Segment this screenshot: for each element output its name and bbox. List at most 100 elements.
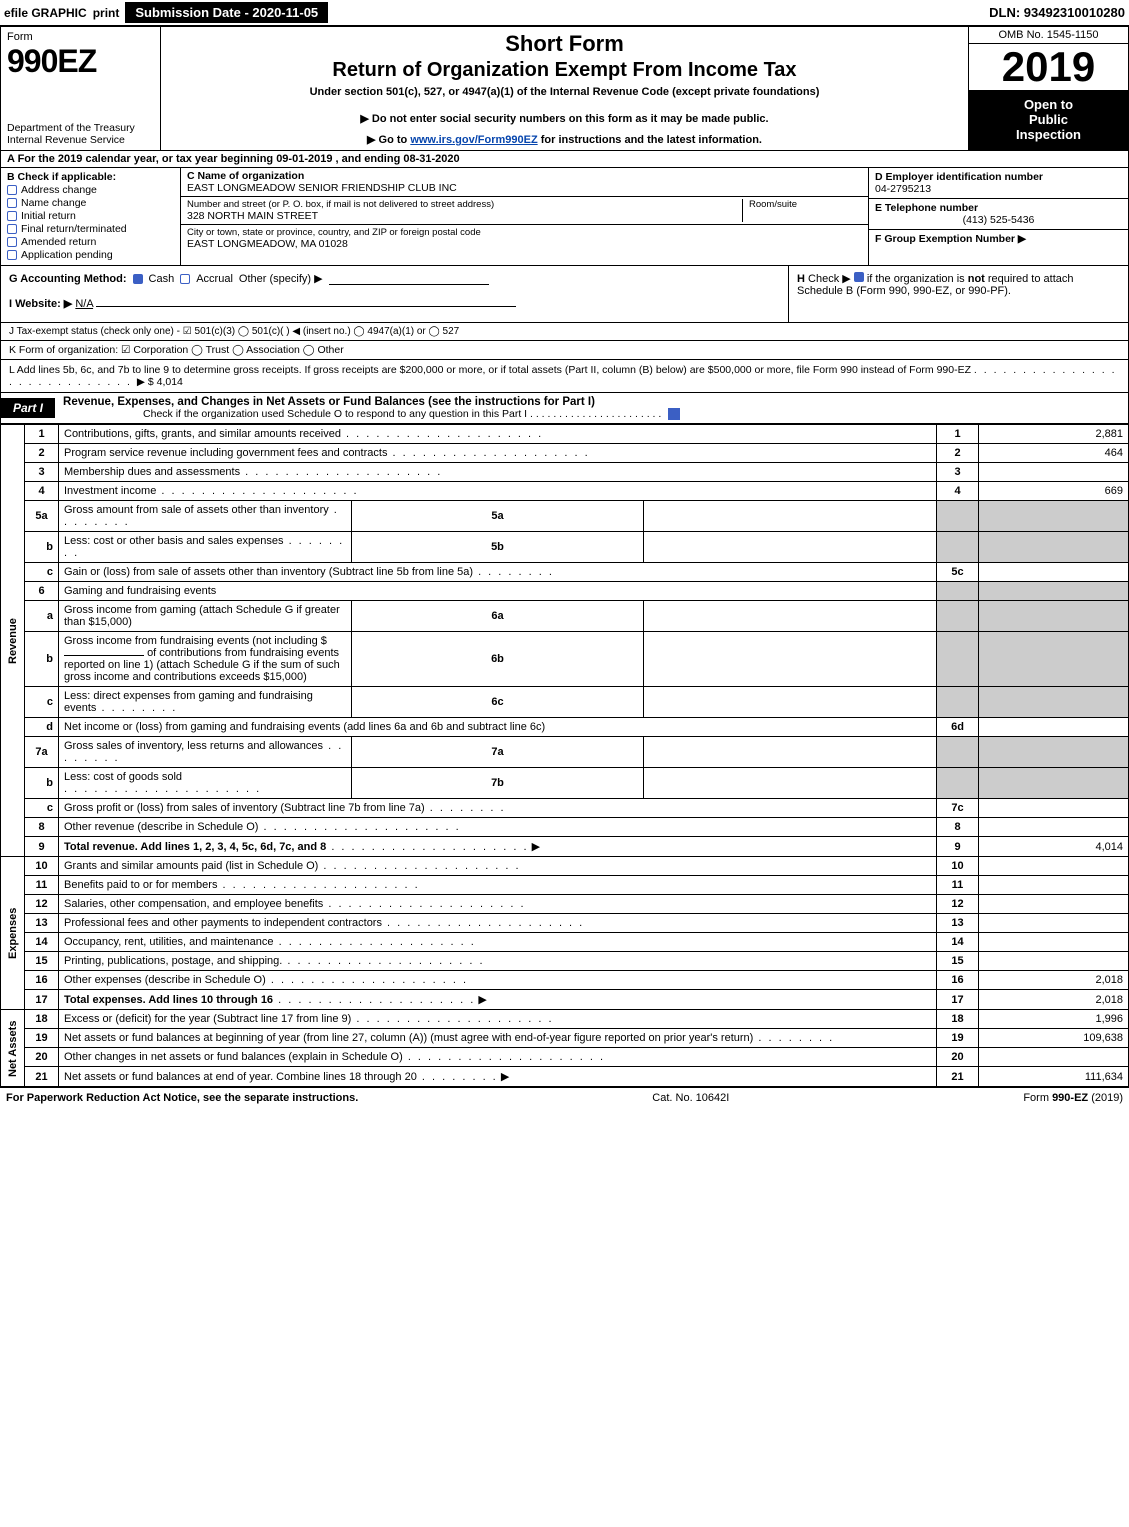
dots-icon [273, 994, 475, 1006]
print-link[interactable]: print [93, 6, 120, 20]
col-b-title: B Check if applicable: [7, 171, 174, 183]
desc-text: Gain or (loss) from sale of assets other… [64, 566, 473, 578]
i-label: I Website: ▶ [9, 298, 72, 310]
desc-text: Other changes in net assets or fund bala… [64, 1051, 403, 1063]
line-desc: Grants and similar amounts paid (list in… [59, 857, 937, 876]
irs-link[interactable]: www.irs.gov/Form990EZ [410, 134, 537, 146]
table-row: 16 Other expenses (describe in Schedule … [1, 971, 1129, 990]
gh-right: H Check ▶ if the organization is not req… [788, 266, 1128, 322]
tax-year: 2019 [969, 44, 1128, 91]
row-org-name: C Name of organization EAST LONGMEADOW S… [181, 168, 868, 197]
line-desc: Less: cost of goods sold [59, 768, 352, 799]
line-desc: Less: direct expenses from gaming and fu… [59, 687, 352, 718]
side-label-expenses: Expenses [1, 857, 25, 1010]
table-row: 17 Total expenses. Add lines 10 through … [1, 990, 1129, 1010]
row-d-ein: D Employer identification number 04-2795… [869, 168, 1128, 199]
dots-icon [417, 1071, 498, 1083]
subcol: 7b [351, 768, 644, 799]
linenum: b [25, 768, 59, 799]
numcol: 9 [937, 837, 979, 857]
dots-icon [64, 783, 261, 795]
table-row: 5a Gross amount from sale of assets othe… [1, 501, 1129, 532]
linenum: b [25, 632, 59, 687]
room-label: Room/suite [749, 199, 862, 210]
checkbox-icon [7, 198, 17, 208]
linenum: 10 [25, 857, 59, 876]
line-desc: Gross income from gaming (attach Schedul… [59, 601, 352, 632]
j-tax-exempt: J Tax-exempt status (check only one) - ☑… [0, 323, 1129, 341]
g-accrual: Accrual [196, 273, 233, 285]
desc-text: Investment income [64, 485, 156, 497]
numcol: 17 [937, 990, 979, 1010]
valcol: 2,018 [979, 971, 1129, 990]
numcol: 2 [937, 444, 979, 463]
linenum: 21 [25, 1067, 59, 1087]
dots-icon [217, 879, 419, 891]
valcol [979, 895, 1129, 914]
chk-name-change[interactable]: Name change [7, 197, 174, 209]
col-c-org: C Name of organization EAST LONGMEADOW S… [181, 168, 868, 265]
part1-title-text: Revenue, Expenses, and Changes in Net As… [63, 396, 595, 408]
chk-label: Application pending [21, 249, 113, 261]
gh-left: G Accounting Method: Cash Accrual Other … [1, 266, 788, 322]
g-other-fill [329, 273, 489, 285]
chk-address-change[interactable]: Address change [7, 184, 174, 196]
numcol: 16 [937, 971, 979, 990]
line-desc: Professional fees and other payments to … [59, 914, 937, 933]
numcol: 12 [937, 895, 979, 914]
row-city: City or town, state or province, country… [181, 225, 868, 252]
valcol: 669 [979, 482, 1129, 501]
side-label-netassets: Net Assets [1, 1010, 25, 1087]
valcol [979, 914, 1129, 933]
dots-icon [156, 485, 358, 497]
linenum: a [25, 601, 59, 632]
subval [644, 768, 937, 799]
dots-icon [753, 1032, 834, 1044]
table-row: d Net income or (loss) from gaming and f… [1, 718, 1129, 737]
line-desc: Gross profit or (loss) from sales of inv… [59, 799, 937, 818]
table-row: 6 Gaming and fundraising events [1, 582, 1129, 601]
chk-app-pending[interactable]: Application pending [7, 249, 174, 261]
dots-icon [425, 802, 506, 814]
subval [644, 687, 937, 718]
line-desc: Membership dues and assessments [59, 463, 937, 482]
table-row: c Gain or (loss) from sale of assets oth… [1, 563, 1129, 582]
omb-number: OMB No. 1545-1150 [969, 27, 1128, 44]
line-desc: Total revenue. Add lines 1, 2, 3, 4, 5c,… [59, 837, 937, 857]
linenum: 17 [25, 990, 59, 1010]
desc-text: Contributions, gifts, grants, and simila… [64, 428, 341, 440]
linenum: c [25, 687, 59, 718]
table-row: 9 Total revenue. Add lines 1, 2, 3, 4, 5… [1, 837, 1129, 857]
line-desc: Contributions, gifts, grants, and simila… [59, 425, 937, 444]
linenum: 2 [25, 444, 59, 463]
chk-final-return[interactable]: Final return/terminated [7, 223, 174, 235]
notice-goto: Go to www.irs.gov/Form990EZ for instruct… [171, 133, 958, 146]
part1-tag: Part I [1, 398, 55, 418]
line-desc: Gross amount from sale of assets other t… [59, 501, 352, 532]
chk-amended-return[interactable]: Amended return [7, 236, 174, 248]
checkbox-icon [180, 274, 190, 284]
desc-text: Net assets or fund balances at end of ye… [64, 1071, 417, 1083]
desc-text: Benefits paid to or for members [64, 879, 217, 891]
g-label: G Accounting Method: [9, 273, 127, 285]
chk-label: Name change [21, 197, 86, 209]
dept-line1: Department of the Treasury [7, 122, 154, 134]
linenum: 5a [25, 501, 59, 532]
valcol-shaded [979, 582, 1129, 601]
g-cash: Cash [149, 273, 175, 285]
room-suite: Room/suite [742, 199, 862, 222]
chk-initial-return[interactable]: Initial return [7, 210, 174, 222]
table-row: 11 Benefits paid to or for members 11 [1, 876, 1129, 895]
dots-icon [351, 1013, 553, 1025]
numcol: 10 [937, 857, 979, 876]
valcol: 2,881 [979, 425, 1129, 444]
city-value: EAST LONGMEADOW, MA 01028 [187, 238, 862, 250]
dots-icon [473, 566, 554, 578]
notice-goto-pre: Go to [379, 134, 411, 146]
subval [644, 601, 937, 632]
numcol-shaded [937, 532, 979, 563]
c-label: C Name of organization [187, 170, 862, 182]
table-row: c Less: direct expenses from gaming and … [1, 687, 1129, 718]
subcol: 7a [351, 737, 644, 768]
desc-text: Gross sales of inventory, less returns a… [64, 740, 323, 752]
